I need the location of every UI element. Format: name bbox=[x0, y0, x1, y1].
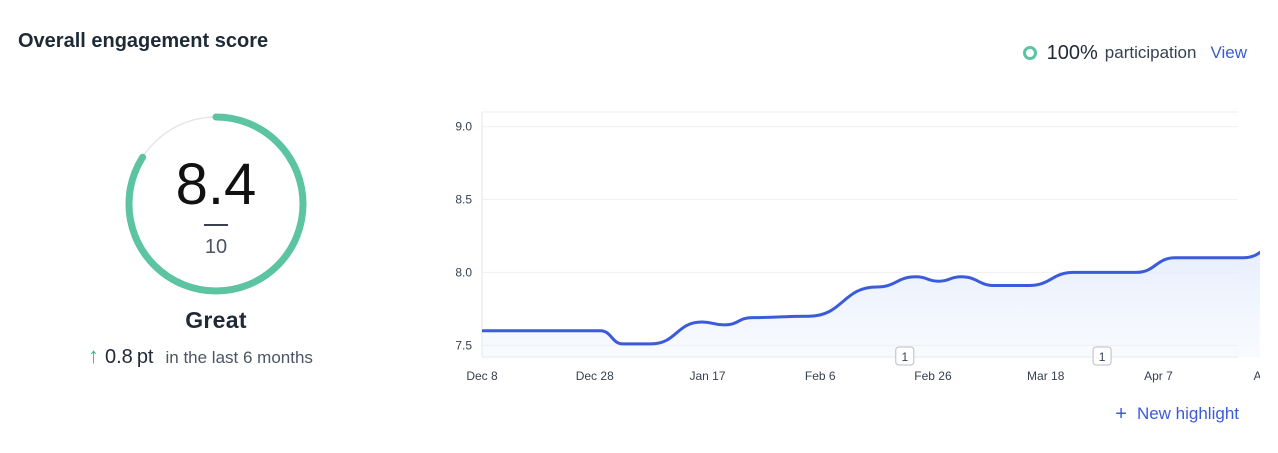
view-participation-link[interactable]: View bbox=[1210, 43, 1247, 62]
highlight-marker-box bbox=[1092, 346, 1112, 366]
plus-icon: + bbox=[1115, 403, 1127, 425]
x-tick-label: Apr 27 bbox=[1254, 369, 1260, 383]
y-tick-label: 9.0 bbox=[455, 120, 472, 134]
x-tick-label: Mar 18 bbox=[1027, 369, 1065, 383]
series-area bbox=[482, 252, 1260, 357]
score-change: ↑ 0.8 pt in the last 6 months bbox=[88, 343, 313, 369]
x-tick-label: Feb 26 bbox=[914, 369, 952, 383]
y-tick-label: 7.5 bbox=[455, 338, 472, 352]
x-tick-label: Jan 17 bbox=[689, 369, 725, 383]
y-tick-label: 8.0 bbox=[455, 265, 472, 279]
series-line bbox=[482, 250, 1260, 346]
score-gauge: 8.4 10 bbox=[120, 112, 312, 304]
arrow-up-icon: ↑ bbox=[88, 343, 99, 368]
score-change-value: 0.8 bbox=[105, 346, 133, 368]
x-tick-label: Apr 7 bbox=[1144, 369, 1173, 383]
score-rating: Great bbox=[185, 307, 247, 333]
score-divider bbox=[204, 224, 228, 226]
score-change-unit: pt bbox=[136, 346, 154, 368]
participation-summary: 100% participation View bbox=[1022, 40, 1247, 66]
score-ring-progress bbox=[125, 113, 307, 295]
score-ring bbox=[125, 113, 307, 295]
page-title: Overall engagement score bbox=[18, 30, 269, 52]
highlight-marker-label: 1 bbox=[1099, 350, 1106, 364]
highlight-marker-box bbox=[895, 346, 915, 366]
highlight-marker: 1 bbox=[1092, 346, 1112, 366]
score-max: 10 bbox=[204, 236, 228, 258]
participation-label: participation bbox=[1104, 43, 1197, 62]
new-highlight-button[interactable]: + New highlight bbox=[1115, 404, 1239, 424]
engagement-trend-chart: 9.0 8.5 8.0 7.5 Dec 8 Dec 28 Jan 17 Feb 6 Feb 26… bbox=[455, 111, 1260, 383]
participation-ring-icon bbox=[1022, 46, 1037, 60]
highlight-marker: 1 bbox=[895, 346, 915, 366]
score-change-period: in the last 6 months bbox=[165, 348, 313, 367]
highlight-marker-label: 1 bbox=[901, 350, 908, 364]
x-tick-label: Dec 8 bbox=[466, 369, 498, 383]
x-tick-label: Dec 28 bbox=[576, 369, 614, 383]
score-value: 8.4 bbox=[175, 152, 257, 217]
participation-percent: 100% bbox=[1046, 41, 1098, 64]
y-tick-label: 8.5 bbox=[455, 193, 472, 207]
x-tick-label: Feb 6 bbox=[805, 369, 836, 383]
new-highlight-label: New highlight bbox=[1136, 404, 1239, 423]
